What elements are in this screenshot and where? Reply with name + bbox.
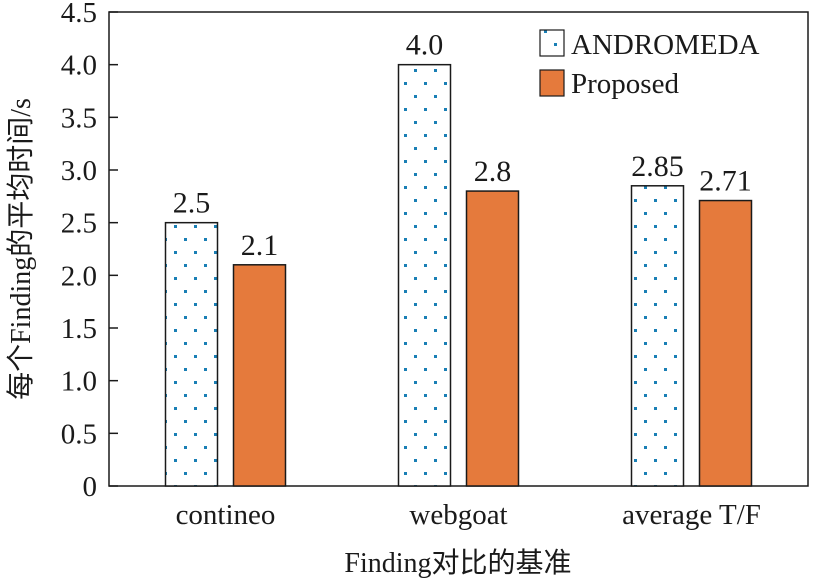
x-axis-title: Finding对比的基准 (344, 547, 571, 579)
bar-andromeda-0 (164, 221, 219, 487)
bar-proposed-0 (232, 264, 287, 487)
data-label: 4.0 (406, 29, 444, 62)
y-tick-label: 2.5 (61, 208, 97, 240)
y-tick-label: 0 (83, 471, 98, 503)
x-tick-label: contineo (176, 499, 276, 531)
data-label: 2.1 (241, 229, 279, 262)
data-label: 2.85 (631, 150, 684, 183)
legend-swatch-proposed (539, 69, 565, 97)
bar-andromeda-2 (630, 185, 685, 487)
bars (164, 63, 753, 487)
y-tick-label: 1.5 (61, 313, 97, 345)
legend-label-andromeda: ANDROMEDA (571, 29, 760, 61)
data-label: 2.8 (474, 155, 512, 188)
plot-area-frame (108, 11, 809, 487)
bar-andromeda-1 (397, 63, 452, 487)
x-tick-label: webgoat (409, 499, 507, 531)
legend-swatch-andromeda (539, 29, 565, 57)
y-tick-label: 3.5 (61, 102, 97, 134)
legend: ANDROMEDA Proposed (539, 29, 760, 100)
y-tick-label: 3.0 (61, 155, 97, 187)
data-labels: 2.5 2.1 4.0 2.8 2.85 2.71 (173, 29, 752, 262)
data-label: 2.71 (699, 165, 752, 198)
bar-proposed-2 (698, 199, 753, 487)
y-axis-title: 每个Finding的平均时间/s (5, 98, 37, 400)
y-axis: 0 0.5 1.0 1.5 2.0 2.5 3.0 3.5 4.0 4.5 (61, 0, 118, 503)
y-tick-label: 4.5 (61, 0, 97, 29)
y-tick-label: 4.0 (61, 50, 97, 82)
y-tick-label: 2.0 (61, 260, 97, 292)
y-tick-label: 0.5 (61, 418, 97, 450)
bar-proposed-1 (465, 190, 520, 487)
y-tick-label: 1.0 (61, 366, 97, 398)
x-axis: contineo webgoat average T/F (176, 499, 761, 531)
x-tick-label: average T/F (622, 499, 761, 531)
legend-label-proposed: Proposed (571, 68, 679, 100)
data-label: 2.5 (173, 187, 211, 220)
